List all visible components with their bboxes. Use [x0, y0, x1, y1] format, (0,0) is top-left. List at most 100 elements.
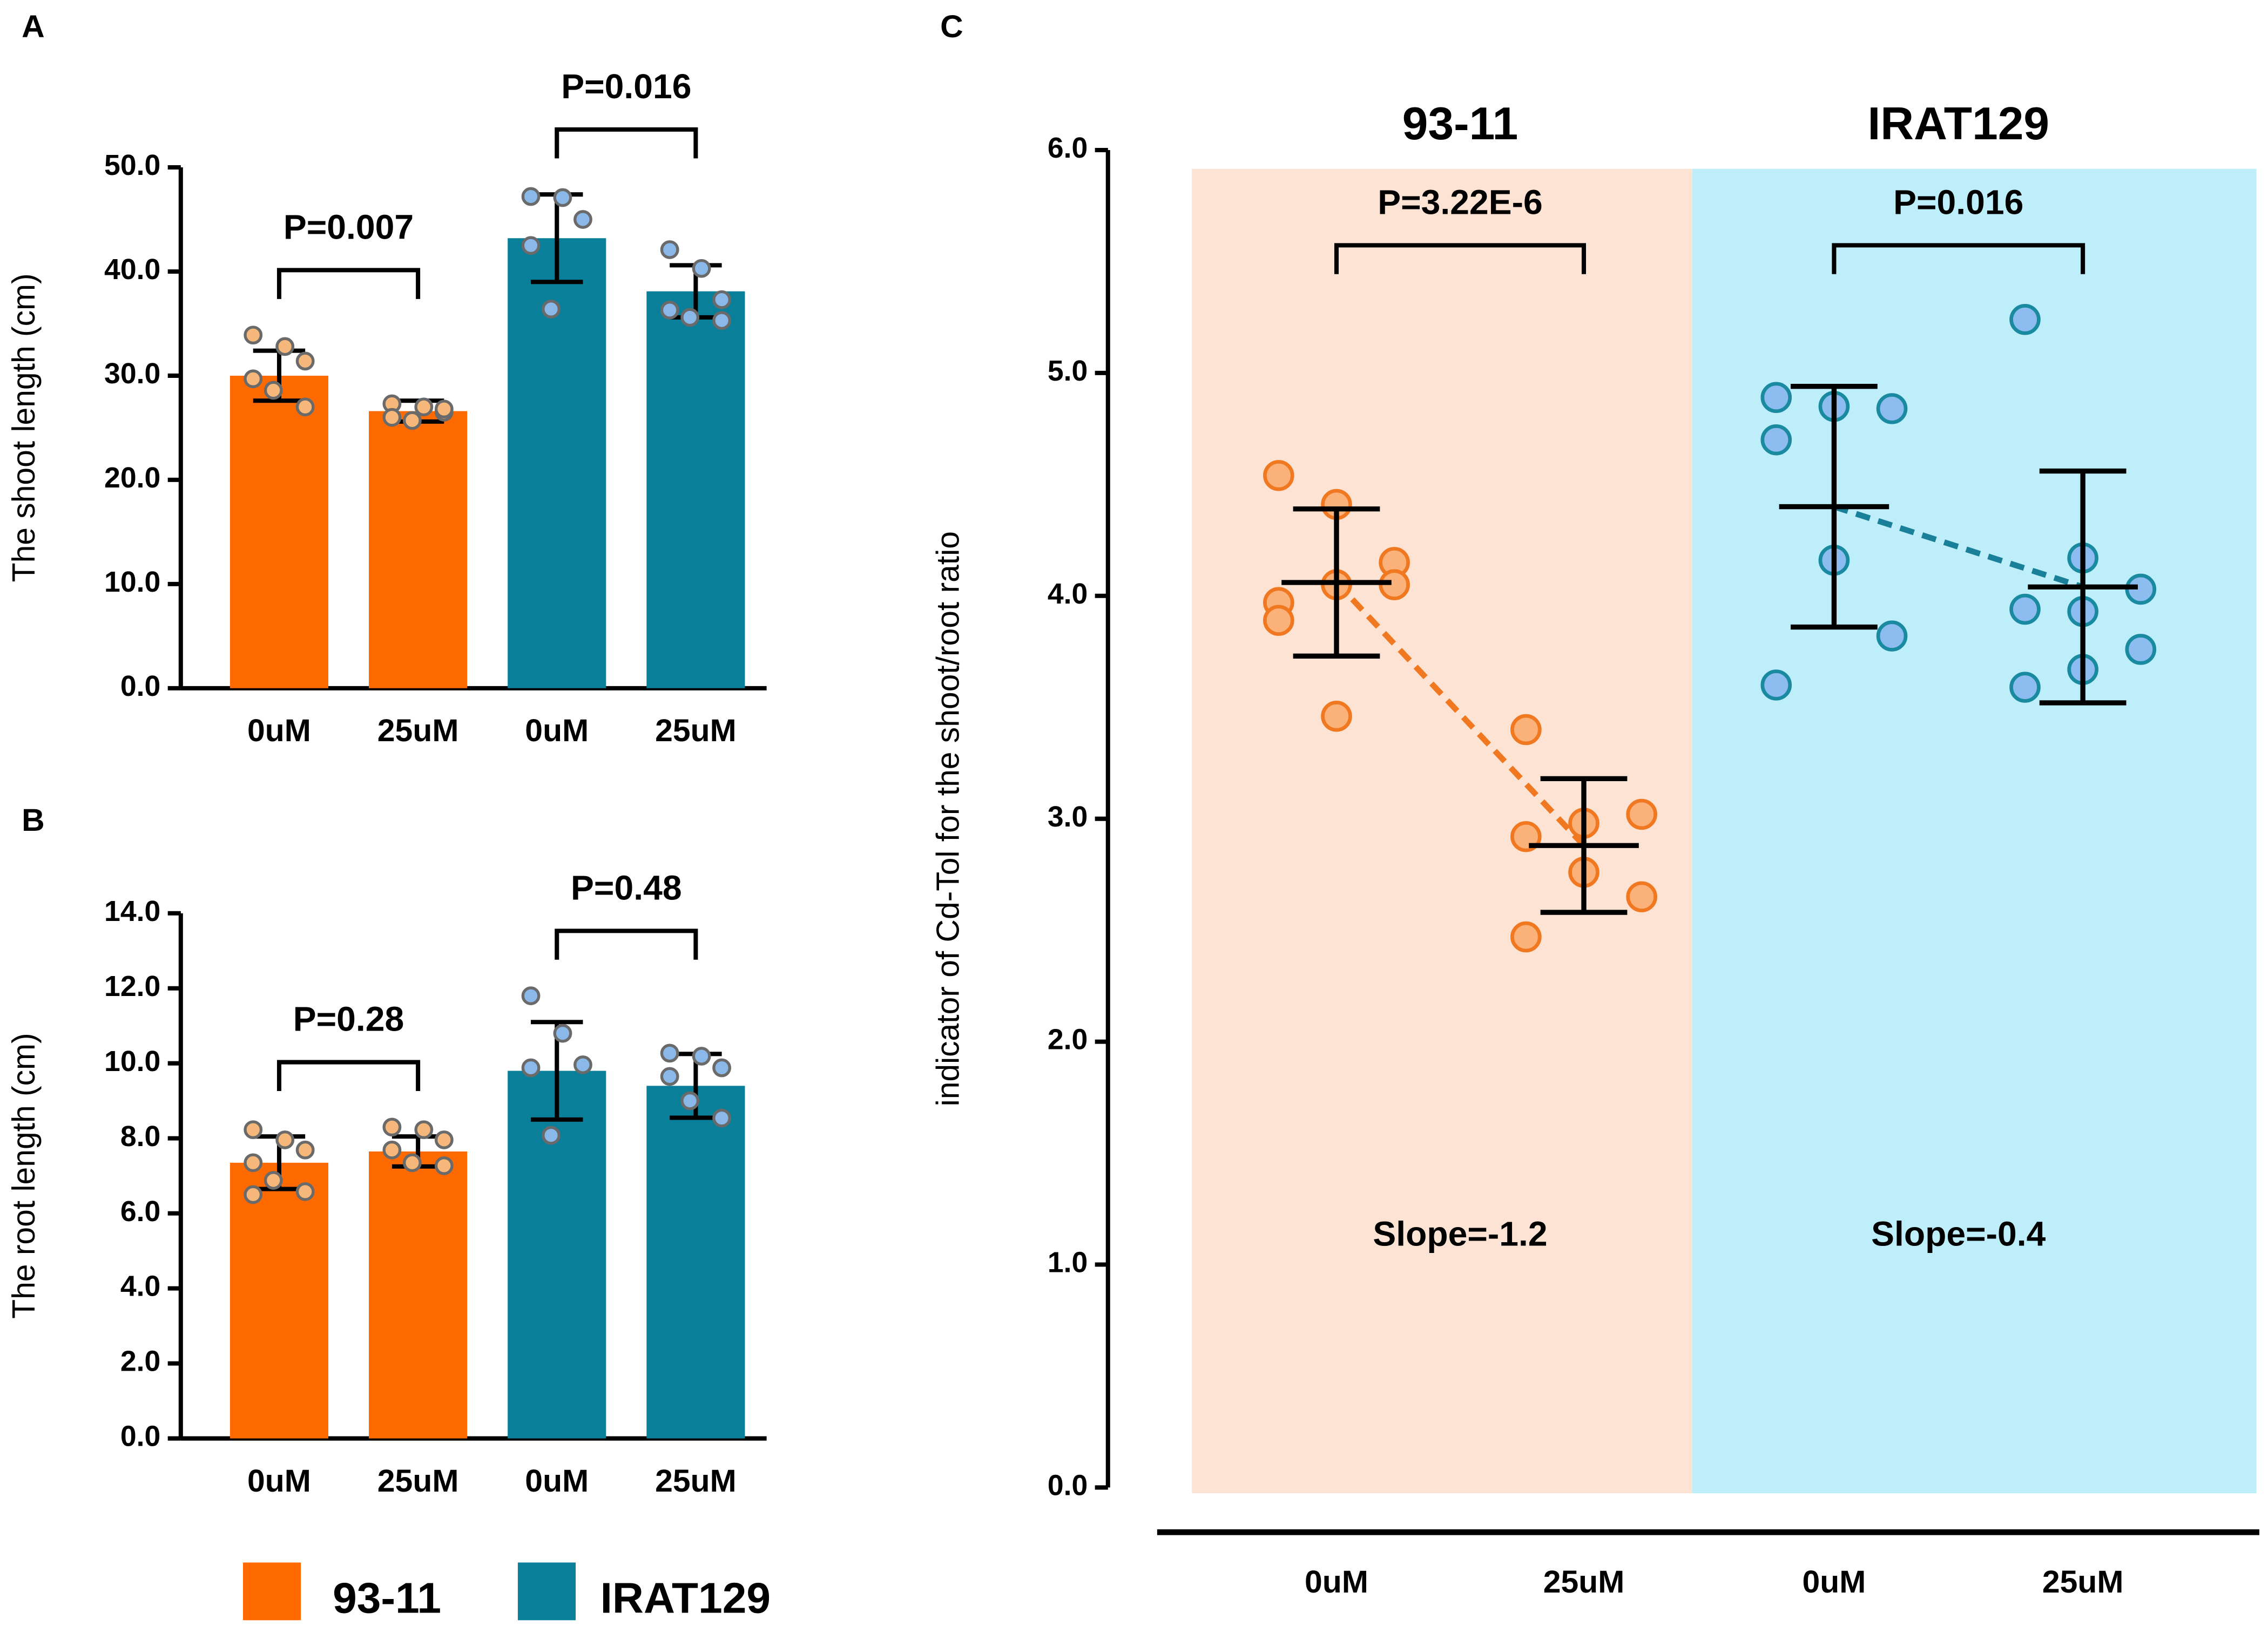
group-title: IRAT129: [1867, 98, 2049, 150]
y-tick-label: 3.0: [1048, 801, 1088, 833]
data-point: [1510, 714, 1542, 746]
bar: [230, 1162, 329, 1439]
x-tick-label: 0uM: [525, 1464, 589, 1499]
data-point: [295, 1182, 315, 1201]
data-point: [1321, 701, 1352, 732]
x-tick-label: 25uM: [377, 1464, 459, 1499]
data-point: [1263, 460, 1294, 491]
data-point: [244, 1185, 263, 1204]
data-point: [1626, 798, 1657, 830]
data-point: [521, 187, 541, 206]
bracket: [1334, 243, 1587, 274]
bar: [508, 1071, 606, 1439]
y-tick-label: 8.0: [120, 1121, 160, 1153]
bar: [646, 291, 745, 688]
data-point: [275, 337, 295, 356]
group-background: [1692, 168, 2257, 1494]
data-point: [434, 399, 454, 419]
x-tick-label: 0uM: [525, 713, 589, 748]
data-point: [414, 397, 434, 417]
y-axis-label: The shoot length (cm): [6, 273, 42, 582]
data-point: [573, 210, 592, 229]
x-tick-label: 0uM: [1802, 1564, 1866, 1600]
legend-swatch: [517, 1562, 576, 1621]
group-background: [1192, 168, 1692, 1494]
data-point: [244, 369, 263, 389]
y-tick-label: 2.0: [1048, 1024, 1088, 1056]
data-point: [521, 1058, 541, 1078]
data-point: [692, 259, 711, 278]
data-point: [1760, 669, 1792, 701]
x-tick-label: 0uM: [247, 713, 311, 748]
data-point: [414, 1120, 434, 1140]
p-value: P=3.22E-6: [1378, 183, 1543, 222]
y-tick-label: 20.0: [104, 462, 160, 494]
y-tick-label: 12.0: [104, 971, 160, 1002]
data-point: [1876, 393, 1908, 424]
bar: [369, 1151, 468, 1439]
y-axis-label: indicator of Cd-Tol for the shoot/root r…: [930, 531, 966, 1106]
x-tick-label: 0uM: [247, 1464, 311, 1499]
group-title: 93-11: [1402, 98, 1518, 150]
data-point: [295, 397, 315, 417]
y-tick-label: 50.0: [104, 150, 160, 181]
p-value: P=0.016: [1893, 183, 2023, 222]
data-point: [244, 326, 263, 345]
data-point: [1876, 620, 1908, 652]
legend-label: IRAT129: [600, 1574, 771, 1623]
slope-label: Slope=-1.2: [1373, 1214, 1547, 1253]
trend-line: [1334, 580, 1586, 848]
bracket: [276, 1060, 421, 1092]
data-point: [553, 1024, 572, 1043]
data-point: [542, 1126, 561, 1145]
data-point: [1510, 921, 1542, 953]
data-point: [1760, 382, 1792, 414]
p-value: P=0.007: [284, 208, 414, 247]
data-point: [295, 1140, 315, 1160]
bracket: [555, 929, 698, 960]
data-point: [553, 188, 572, 207]
data-point: [712, 290, 732, 309]
data-point: [712, 311, 732, 330]
data-point: [2009, 593, 2041, 625]
y-tick-label: 0.0: [120, 1421, 160, 1453]
data-point: [264, 1171, 283, 1190]
data-point: [295, 351, 315, 371]
y-tick-label: 0.0: [120, 670, 160, 702]
data-point: [660, 1067, 679, 1086]
data-point: [542, 300, 561, 319]
legend-swatch: [243, 1562, 301, 1621]
data-point: [660, 301, 679, 320]
data-point: [521, 236, 541, 255]
y-tick-label: 0.0: [1048, 1470, 1088, 1502]
y-tick-label: 4.0: [1048, 578, 1088, 610]
data-point: [573, 1055, 592, 1074]
p-value: P=0.28: [293, 1000, 404, 1039]
x-tick-label: 25uM: [2042, 1564, 2124, 1600]
y-tick-label: 5.0: [1048, 355, 1088, 387]
data-point: [1626, 881, 1657, 912]
data-point: [434, 1156, 454, 1175]
data-point: [680, 1091, 700, 1110]
data-point: [275, 1130, 295, 1149]
y-tick-label: 6.0: [120, 1196, 160, 1228]
trend-line: [1833, 504, 2084, 590]
data-point: [402, 411, 422, 430]
x-tick-label: 25uM: [655, 713, 737, 748]
y-tick-label: 4.0: [120, 1271, 160, 1303]
data-point: [1263, 605, 1294, 636]
y-tick-label: 6.0: [1048, 132, 1088, 164]
y-tick-label: 14.0: [104, 896, 160, 927]
data-point: [382, 1117, 402, 1137]
bracket: [555, 127, 698, 159]
y-axis-label: The root length (cm): [6, 1033, 42, 1318]
y-tick-label: 40.0: [104, 254, 160, 286]
y-tick-label: 30.0: [104, 358, 160, 390]
x-tick-label: 25uM: [377, 713, 459, 748]
data-point: [660, 1044, 679, 1063]
y-tick-label: 1.0: [1048, 1247, 1088, 1279]
data-point: [2009, 672, 2041, 703]
data-point: [382, 1140, 402, 1160]
data-point: [2125, 634, 2157, 665]
bar: [369, 411, 468, 688]
